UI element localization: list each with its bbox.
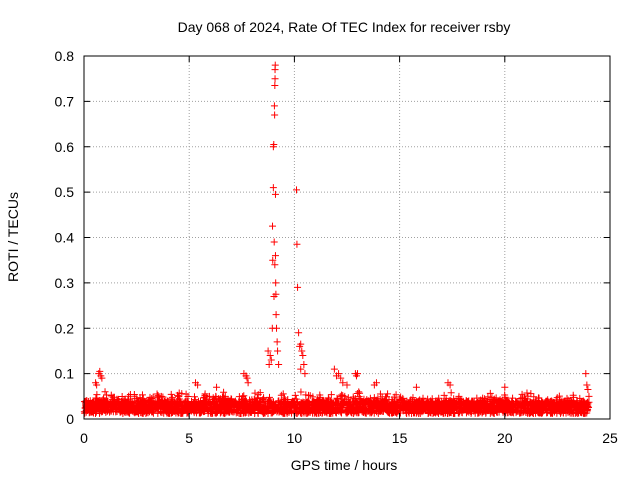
data-point: [98, 374, 106, 382]
y-tick-label: 0.7: [55, 93, 75, 109]
data-point: [271, 261, 279, 269]
data-point: [372, 379, 380, 387]
x-tick-label: 15: [392, 430, 408, 446]
data-point: [584, 386, 592, 394]
data-point: [446, 381, 454, 389]
data-point: [269, 222, 277, 230]
data-point: [501, 383, 509, 391]
y-axis-label: ROTI / TECUs: [5, 192, 21, 282]
data-point: [271, 190, 279, 198]
data-point: [270, 102, 278, 110]
data-point: [266, 351, 274, 359]
y-tick-labels: 0 0.1 0.2 0.3 0.4 0.5 0.6 0.7 0.8: [55, 48, 75, 427]
x-tick-label: 5: [185, 430, 193, 446]
data-point: [299, 351, 307, 359]
data-point: [293, 186, 301, 194]
y-tick-label: 0.6: [55, 139, 75, 155]
data-point: [273, 338, 281, 346]
x-tick-label: 25: [602, 430, 618, 446]
x-tick-label: 20: [497, 430, 513, 446]
ticks: [83, 55, 611, 420]
data-point: [294, 283, 302, 291]
data-point: [270, 238, 278, 246]
data-point: [271, 75, 279, 83]
data-point: [271, 111, 279, 119]
data-point: [412, 383, 420, 391]
data-point: [243, 374, 251, 382]
chart-title: Day 068 of 2024, Rate Of TEC Index for r…: [178, 19, 511, 35]
grid: [84, 56, 610, 419]
data-point: [272, 279, 280, 287]
y-tick-label: 0.4: [55, 230, 75, 246]
data-point: [194, 381, 202, 389]
data-point: [330, 365, 338, 373]
data-point: [295, 329, 303, 337]
y-tick-label: 0: [66, 411, 74, 427]
data-point: [244, 379, 252, 387]
data-point: [293, 240, 301, 248]
data-point: [93, 381, 101, 389]
data-point: [337, 374, 345, 382]
data-point: [270, 140, 278, 148]
data-point: [300, 361, 308, 369]
data-point: [271, 61, 279, 69]
data-point: [267, 356, 275, 364]
data-point: [335, 370, 343, 378]
data-point: [271, 81, 279, 89]
data-point: [213, 383, 221, 391]
y-tick-label: 0.1: [55, 366, 75, 382]
data-point: [264, 347, 272, 355]
data-point: [269, 256, 277, 264]
x-tick-labels: 0 5 10 15 20 25: [80, 430, 618, 446]
x-axis-label: GPS time / hours: [291, 457, 398, 473]
data-point: [265, 361, 273, 369]
data-point: [269, 184, 277, 192]
data-point: [298, 347, 306, 355]
data-point: [101, 388, 109, 396]
data-point: [272, 290, 280, 298]
x-tick-label: 10: [287, 430, 303, 446]
y-tick-label: 0.5: [55, 184, 75, 200]
data-point: [585, 392, 593, 400]
data-point: [275, 361, 283, 369]
data-point: [96, 367, 104, 375]
data-point: [274, 347, 282, 355]
data-point: [271, 252, 279, 260]
data-point: [301, 370, 309, 378]
data-point: [272, 311, 280, 319]
x-tick-label: 0: [80, 430, 88, 446]
data-point: [582, 370, 590, 378]
data-points: [80, 61, 593, 418]
data-point: [339, 379, 347, 387]
data-point: [297, 340, 305, 348]
data-point: [297, 365, 305, 373]
noise-floor-points: [80, 388, 593, 418]
y-tick-label: 0.2: [55, 320, 75, 336]
data-point: [273, 324, 281, 332]
y-tick-label: 0.8: [55, 48, 75, 64]
data-point: [583, 381, 591, 389]
data-point: [354, 370, 362, 378]
y-tick-label: 0.3: [55, 275, 75, 291]
data-point: [343, 381, 351, 389]
